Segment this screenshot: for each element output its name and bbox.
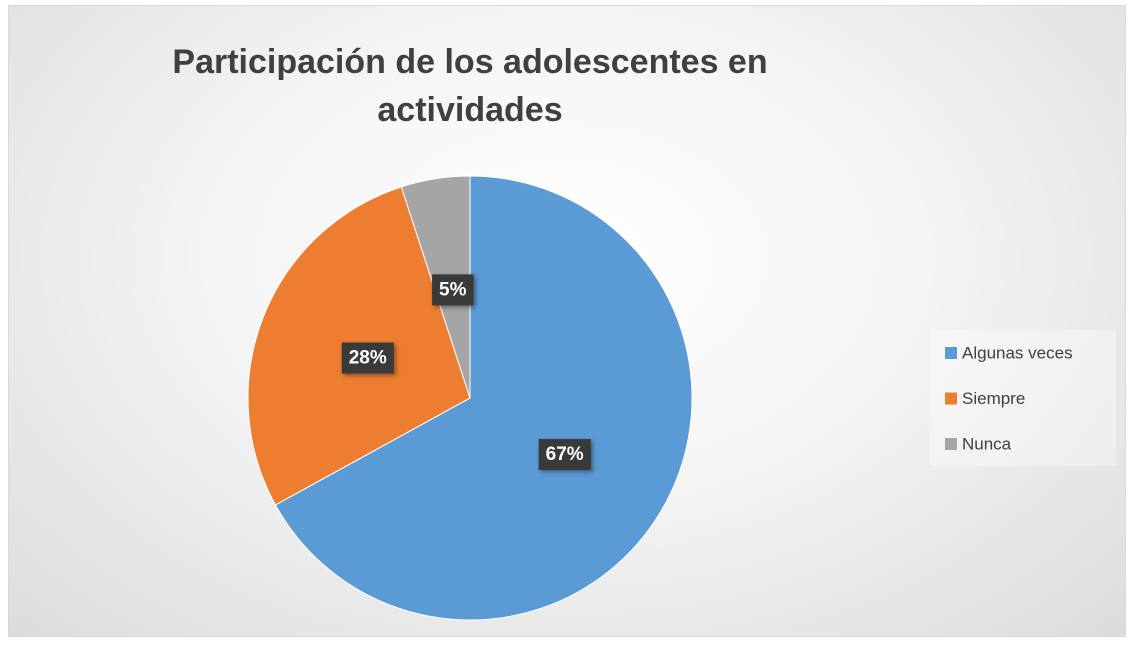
legend-label: Nunca [962,434,1012,453]
legend-label: Siempre [962,389,1025,408]
data-label: 5% [439,279,467,300]
legend-box [930,330,1116,466]
data-label-box [538,439,591,471]
legend-swatch [945,438,957,450]
legend-swatch [945,347,957,359]
data-label-box [432,274,474,306]
chart-title: Participación de los adolescentes en act… [172,43,768,129]
legend-label: Algunas veces [962,343,1073,362]
data-label: 67% [546,444,584,465]
pie-slice [274,175,693,621]
data-label: 28% [349,348,387,369]
legend-swatch [945,392,957,405]
data-label-box [341,342,394,374]
